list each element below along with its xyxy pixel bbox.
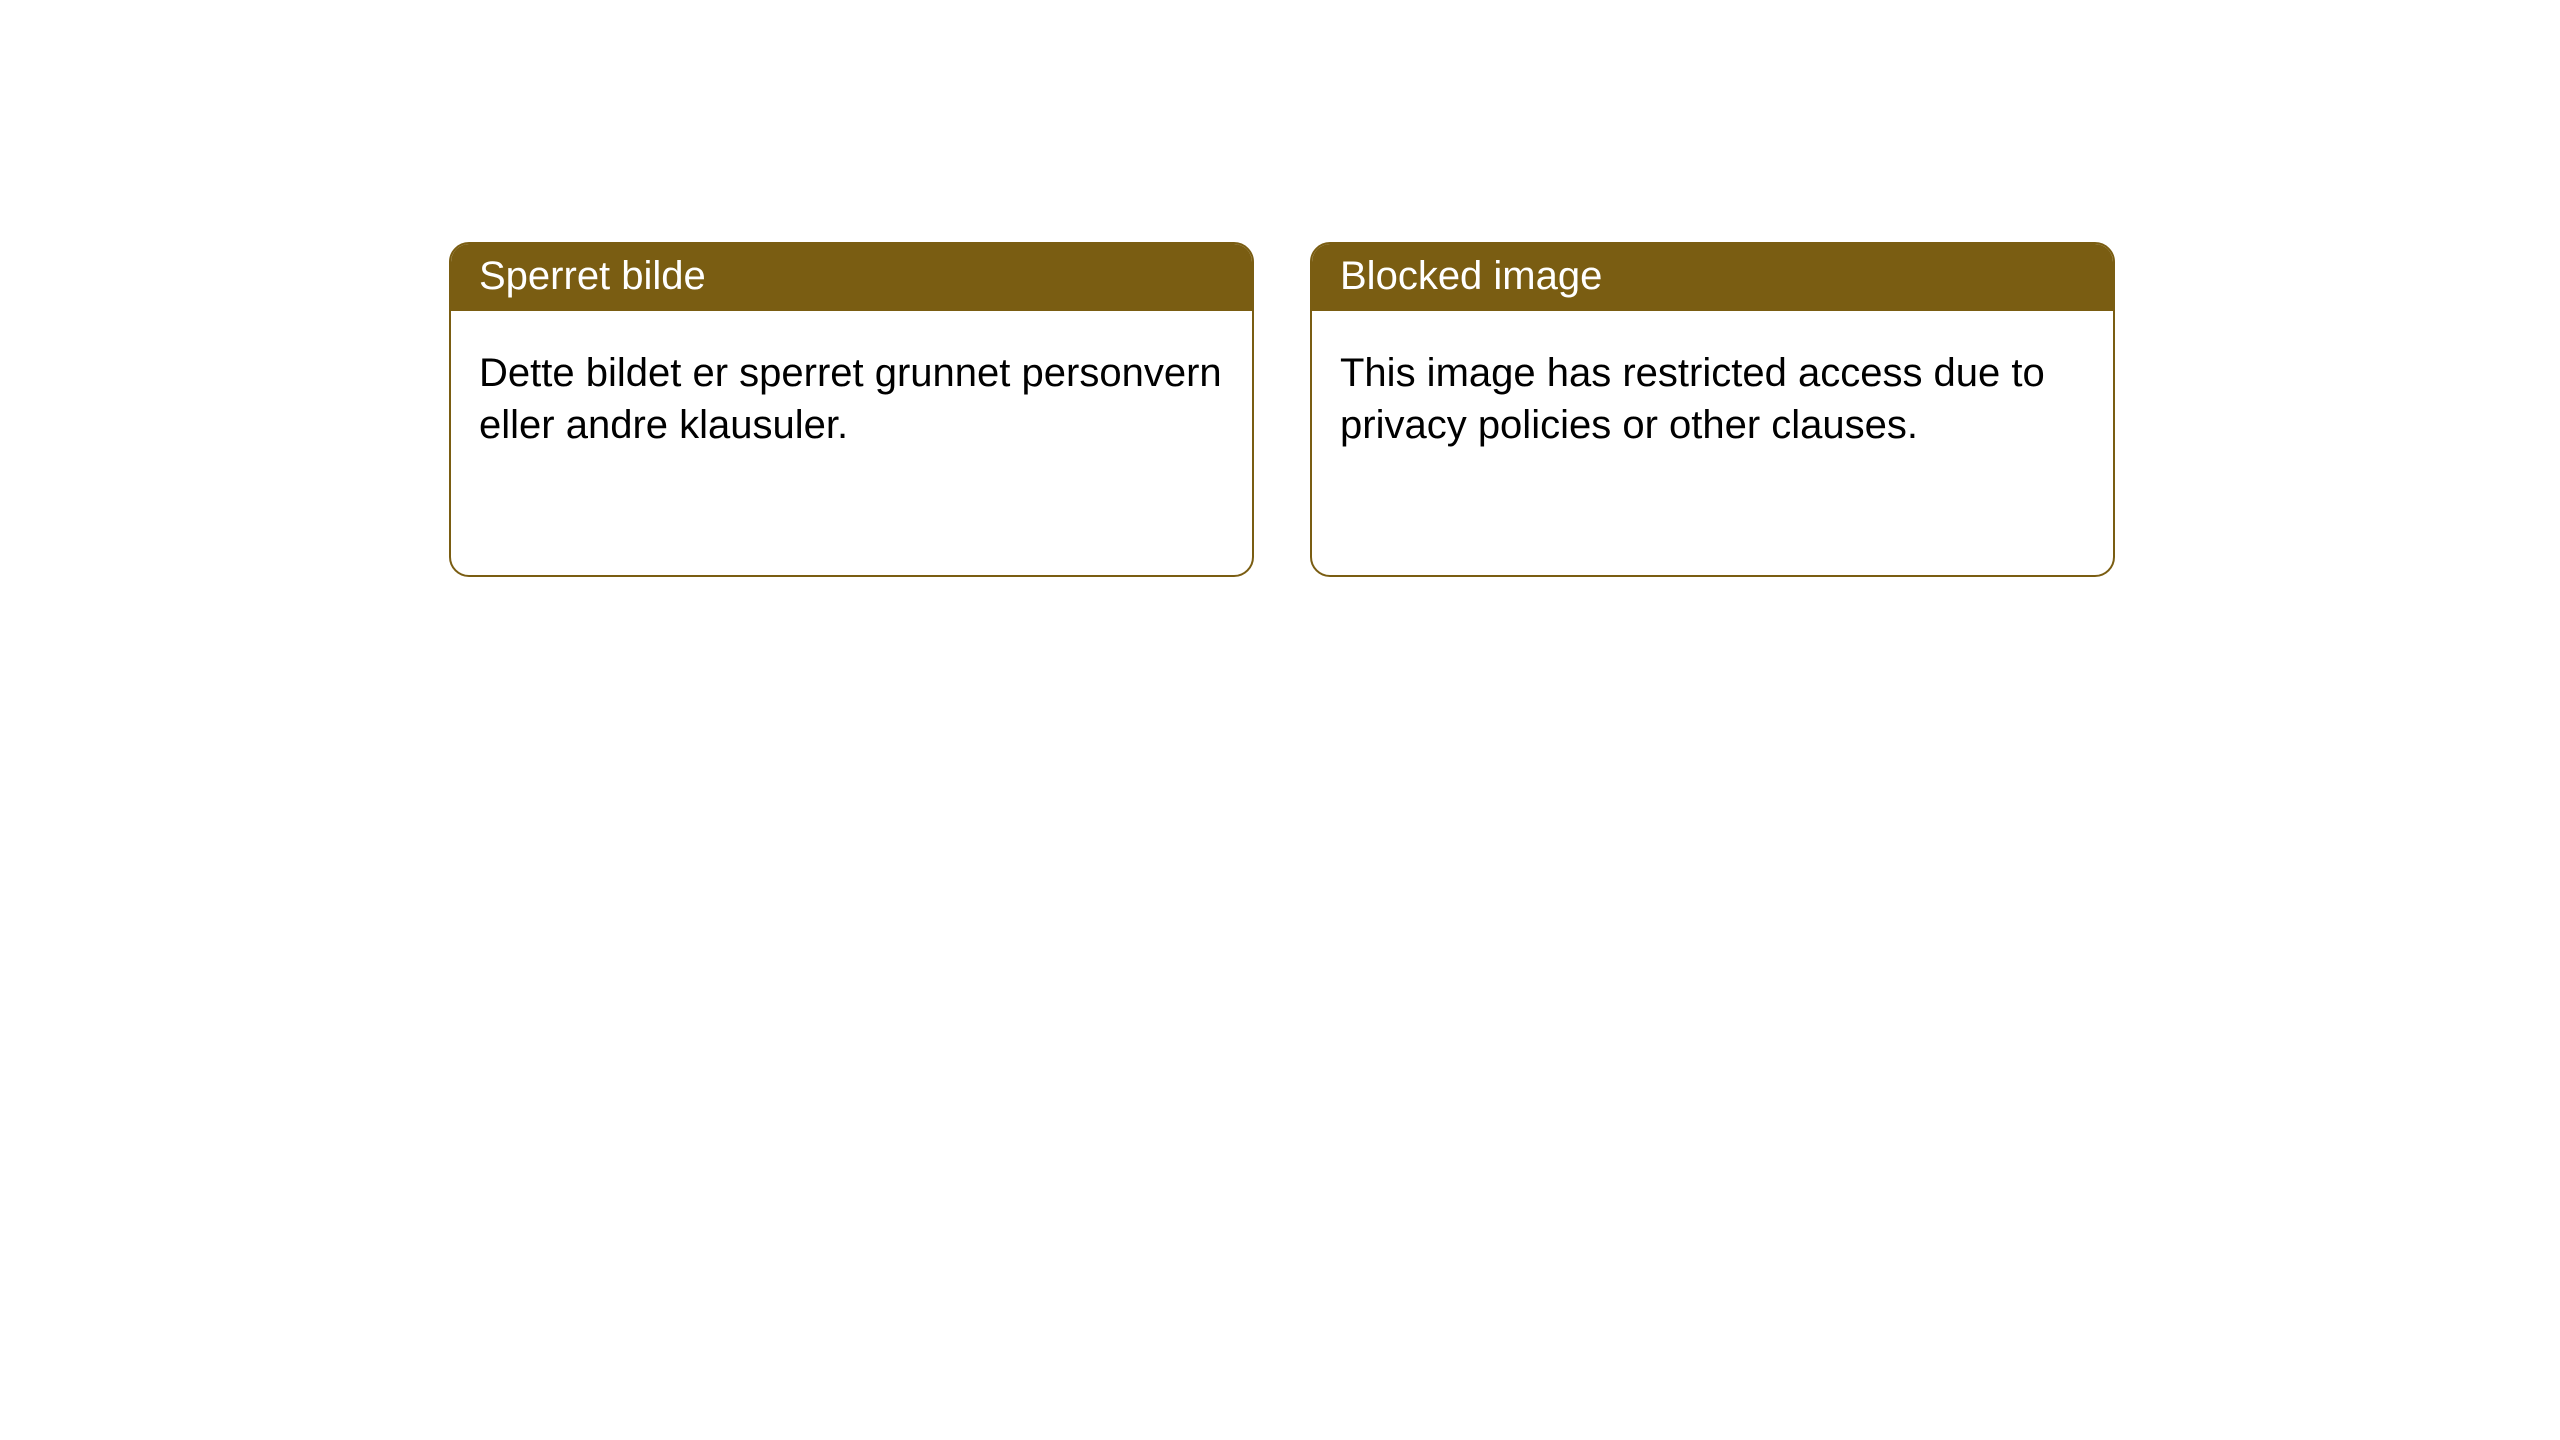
notice-card-english: Blocked image This image has restricted … (1310, 242, 2115, 577)
notice-message: Dette bildet er sperret grunnet personve… (479, 351, 1222, 447)
notice-container: Sperret bilde Dette bildet er sperret gr… (449, 242, 2115, 577)
notice-title: Sperret bilde (479, 254, 706, 298)
notice-message: This image has restricted access due to … (1340, 351, 2045, 447)
notice-header: Blocked image (1312, 244, 2113, 311)
notice-body: Dette bildet er sperret grunnet personve… (451, 311, 1252, 479)
notice-card-norwegian: Sperret bilde Dette bildet er sperret gr… (449, 242, 1254, 577)
notice-header: Sperret bilde (451, 244, 1252, 311)
notice-body: This image has restricted access due to … (1312, 311, 2113, 479)
notice-title: Blocked image (1340, 254, 1602, 298)
